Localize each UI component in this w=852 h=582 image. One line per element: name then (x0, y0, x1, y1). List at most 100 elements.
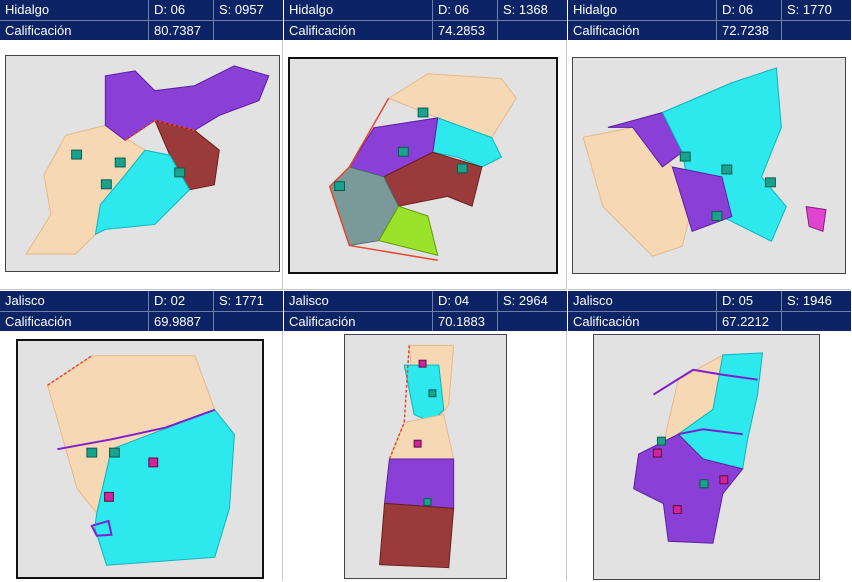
section-map[interactable] (16, 339, 264, 579)
score-value: 69.9887 (148, 312, 213, 331)
score-label: Calificación (289, 23, 356, 38)
boundary-purple (57, 408, 216, 451)
score-value: 70.1883 (432, 312, 497, 331)
district-label: D: 06 (716, 0, 781, 20)
section-panel-4: Jalisco D: 02 S: 1771 Calificación 69.98… (0, 291, 283, 581)
school-marker-icon[interactable] (417, 107, 429, 118)
school-marker-icon[interactable] (656, 436, 666, 446)
state-name: Hidalgo (5, 2, 50, 17)
score-empty-cell (497, 21, 567, 40)
panel-score-row: Calificación 67.2212 (568, 311, 851, 331)
score-label: Calificación (573, 23, 640, 38)
campus-marker-icon[interactable] (652, 448, 662, 458)
section-panel-6: Jalisco D: 05 S: 1946 Calificación 67.22… (568, 291, 851, 581)
section-label: S: 0957 (213, 0, 283, 20)
panel-header-row: Jalisco D: 04 S: 2964 (284, 291, 567, 311)
panel-header-row: Hidalgo D: 06 S: 1770 (568, 0, 851, 20)
campus-marker-icon[interactable] (148, 457, 159, 468)
score-label: Calificación (5, 314, 72, 329)
score-empty-cell (781, 21, 851, 40)
campus-marker-icon[interactable] (418, 359, 427, 368)
zone-purple (633, 433, 744, 544)
section-map[interactable] (593, 334, 820, 580)
panel-header-row: Jalisco D: 02 S: 1771 (0, 291, 283, 311)
zone-magenta (805, 206, 827, 233)
panel-header-row: Hidalgo D: 06 S: 0957 (0, 0, 283, 20)
section-map[interactable] (288, 57, 558, 274)
panel-score-row: Calificación 72.7238 (568, 20, 851, 40)
school-marker-icon[interactable] (699, 479, 709, 489)
score-empty-cell (781, 312, 851, 331)
score-value: 67.2212 (716, 312, 781, 331)
school-marker-icon[interactable] (174, 167, 186, 178)
school-marker-icon[interactable] (397, 146, 409, 157)
score-empty-cell (213, 21, 283, 40)
map-canvas (633, 352, 764, 544)
map-canvas (379, 344, 455, 569)
section-map[interactable] (572, 57, 846, 274)
boundary-red (328, 97, 438, 261)
map-canvas (328, 73, 517, 261)
state-name: Hidalgo (573, 2, 618, 17)
score-label: Calificación (573, 314, 640, 329)
school-marker-icon[interactable] (679, 151, 691, 162)
campus-marker-icon[interactable] (719, 475, 729, 485)
boundary-purple (652, 368, 758, 396)
school-marker-icon[interactable] (721, 164, 733, 175)
section-label: S: 1946 (781, 291, 851, 311)
campus-marker-icon[interactable] (672, 505, 682, 514)
score-label: Calificación (5, 23, 72, 38)
boundary-red (124, 119, 195, 141)
zone-beige-mid (388, 413, 455, 460)
section-panel-3: Hidalgo D: 06 S: 1770 Calificación 72.72… (568, 0, 851, 290)
zone-cyan (94, 149, 191, 236)
campus-marker-icon[interactable] (413, 439, 422, 448)
map-canvas (582, 67, 827, 257)
school-marker-icon[interactable] (428, 389, 437, 398)
section-panel-2: Hidalgo D: 06 S: 1368 Calificación 74.28… (284, 0, 567, 290)
score-empty-cell (213, 312, 283, 331)
district-label: D: 05 (716, 291, 781, 311)
section-label: S: 1770 (781, 0, 851, 20)
zone-purple (607, 111, 683, 168)
school-marker-icon[interactable] (86, 447, 98, 458)
section-label: S: 1368 (497, 0, 567, 20)
school-marker-icon[interactable] (100, 179, 112, 190)
zone-purple (383, 458, 455, 509)
zone-cyan (94, 409, 235, 566)
school-marker-icon[interactable] (114, 157, 126, 168)
district-label: D: 02 (148, 291, 213, 311)
panel-header-row: Hidalgo D: 06 S: 1368 (284, 0, 567, 20)
school-marker-icon[interactable] (71, 149, 83, 160)
panel-score-row: Calificación 74.2853 (284, 20, 567, 40)
zone-cyan (403, 364, 445, 424)
campus-marker-icon[interactable] (104, 491, 114, 502)
zone-lime (378, 205, 439, 256)
section-label: S: 1771 (213, 291, 283, 311)
panel-score-row: Calificación 80.7387 (0, 20, 283, 40)
zone-outline-purple (90, 519, 113, 537)
district-label: D: 06 (432, 0, 497, 20)
boundary-red (47, 355, 93, 386)
panel-score-row: Calificación 70.1883 (284, 311, 567, 331)
school-marker-icon[interactable] (764, 177, 776, 188)
school-marker-icon[interactable] (456, 163, 468, 174)
boundary-purple-2 (678, 428, 743, 436)
score-value: 72.7238 (716, 21, 781, 40)
zone-maroon (379, 502, 455, 569)
school-marker-icon[interactable] (109, 447, 120, 458)
section-panel-5: Jalisco D: 04 S: 2964 Calificación 70.18… (284, 291, 567, 581)
school-marker-icon[interactable] (334, 181, 345, 192)
map-canvas (46, 355, 235, 566)
section-map[interactable] (344, 334, 507, 579)
state-name: Jalisco (5, 293, 45, 308)
state-name: Jalisco (573, 293, 613, 308)
district-label: D: 06 (148, 0, 213, 20)
state-name: Hidalgo (289, 2, 334, 17)
school-marker-icon[interactable] (711, 211, 723, 221)
section-panel-1: Hidalgo D: 06 S: 0957 Calificación 80.73… (0, 0, 283, 290)
section-map[interactable] (5, 55, 280, 272)
map-canvas (25, 65, 270, 255)
boundary-red (388, 345, 410, 460)
school-marker-icon[interactable] (423, 497, 432, 506)
